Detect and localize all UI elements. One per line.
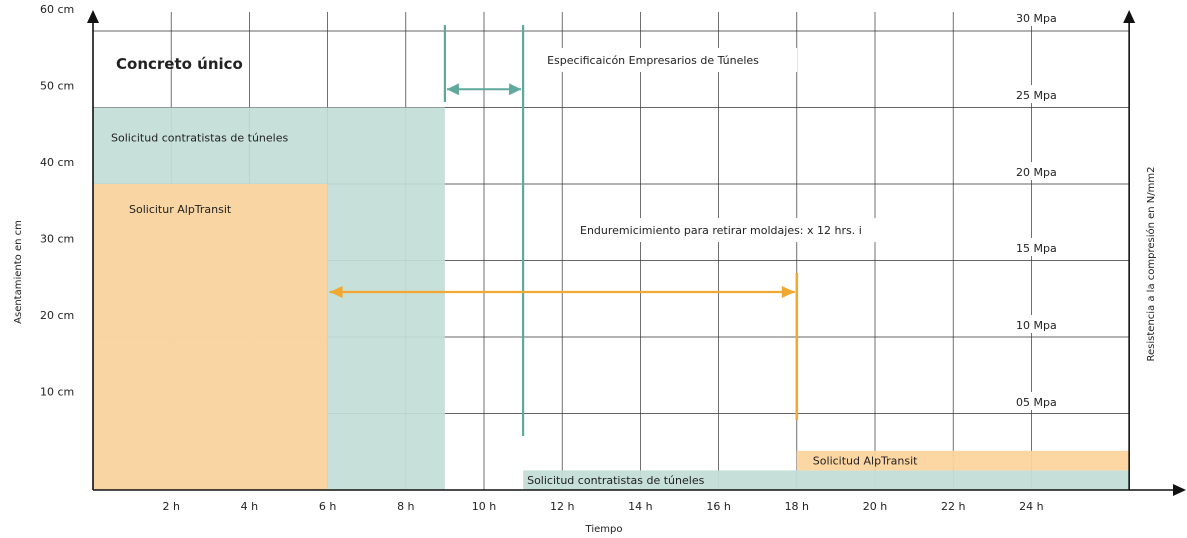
annotation-orange-label: Enduremicimiento para retirar moldajes: …	[580, 224, 862, 237]
x-axis-label: Tiempo	[585, 524, 623, 535]
y-right-axis-arrow	[1123, 10, 1136, 23]
y-left-tick-label: 20 cm	[40, 309, 74, 322]
axes	[87, 10, 1186, 496]
y-right-tick-label: 25 Mpa	[1016, 89, 1057, 102]
x-tick-label: 22 h	[941, 500, 965, 513]
x-tick-label: 10 h	[472, 500, 496, 513]
arrow-teal-head-right	[509, 83, 522, 96]
annotation-teal-label: Especificaicón Empresarios de Túneles	[547, 54, 759, 67]
x-axis-arrow	[1173, 484, 1186, 496]
ticks: 2 h 4 h 6 h 8 h 10 h 12 h 14 h 16 h 18 h 20 h 22 h…	[40, 3, 1080, 513]
region-slump-label-1: Solicitur AlpTransit	[129, 203, 232, 216]
y-left-tick-label: 50 cm	[40, 80, 74, 93]
x-tick-label: 18 h	[785, 500, 809, 513]
x-tick-label: 14 h	[628, 500, 652, 513]
y-left-tick-label: 30 cm	[40, 233, 74, 246]
y-right-tick-label: 15 Mpa	[1016, 242, 1057, 255]
x-tick-label: 24 h	[1019, 500, 1043, 513]
region-strength-label-1: Solicitud AlpTransit	[813, 455, 918, 468]
y-left-tick-label: 60 cm	[40, 3, 74, 16]
region-strength-1	[796, 450, 1130, 471]
y-right-tick-bg	[1012, 162, 1080, 180]
y-right-tick-bg	[1012, 85, 1080, 103]
x-tick-label: 20 h	[863, 500, 887, 513]
y-right-tick-label: 30 Mpa	[1016, 12, 1057, 25]
y-right-tick-bg	[1012, 238, 1080, 256]
y-right-tick-bg	[1012, 8, 1080, 26]
labels: Concreto único Tiempo Asentamiento en cm…	[13, 55, 1157, 535]
y-left-axis-arrow	[87, 10, 99, 23]
x-tick-label: 2 h	[162, 500, 179, 513]
y-right-tick-bg	[1012, 392, 1080, 410]
region-strength-0	[523, 470, 1130, 490]
y-right-tick-label: 10 Mpa	[1016, 319, 1057, 332]
y-right-tick-label: 20 Mpa	[1016, 166, 1057, 179]
region-slump-label-0: Solicitud contratistas de túneles	[111, 132, 288, 145]
x-tick-label: 6 h	[319, 500, 336, 513]
y-right-tick-bg	[1012, 315, 1080, 333]
y-right-tick-label: 05 Mpa	[1016, 396, 1057, 409]
arrow-orange-head-left	[329, 286, 343, 298]
region-slump-1	[93, 184, 328, 490]
y-left-tick-label: 40 cm	[40, 156, 74, 169]
y-right-axis-label: Resistencia a la compresión en N/mm2	[1145, 167, 1157, 362]
x-tick-label: 4 h	[241, 500, 258, 513]
x-tick-label: 16 h	[706, 500, 730, 513]
region-strength-label-0: Solicitud contratistas de túneles	[527, 474, 704, 487]
chart-title: Concreto único	[116, 55, 243, 73]
markers: Especificaicón Empresarios de Túneles End…	[329, 25, 888, 436]
arrow-teal-head-left	[446, 83, 459, 96]
x-tick-label: 8 h	[397, 500, 414, 513]
annotation-teal-bg	[545, 48, 798, 72]
regions: Solicitud contratistas de túneles Solicit…	[93, 107, 1130, 490]
y-left-axis-label: Asentamiento en cm	[13, 220, 24, 324]
y-left-tick-label: 10 cm	[40, 386, 74, 399]
arrow-orange-head-right	[781, 286, 795, 298]
x-tick-label: 12 h	[550, 500, 574, 513]
annotation-orange-bg	[572, 218, 888, 242]
